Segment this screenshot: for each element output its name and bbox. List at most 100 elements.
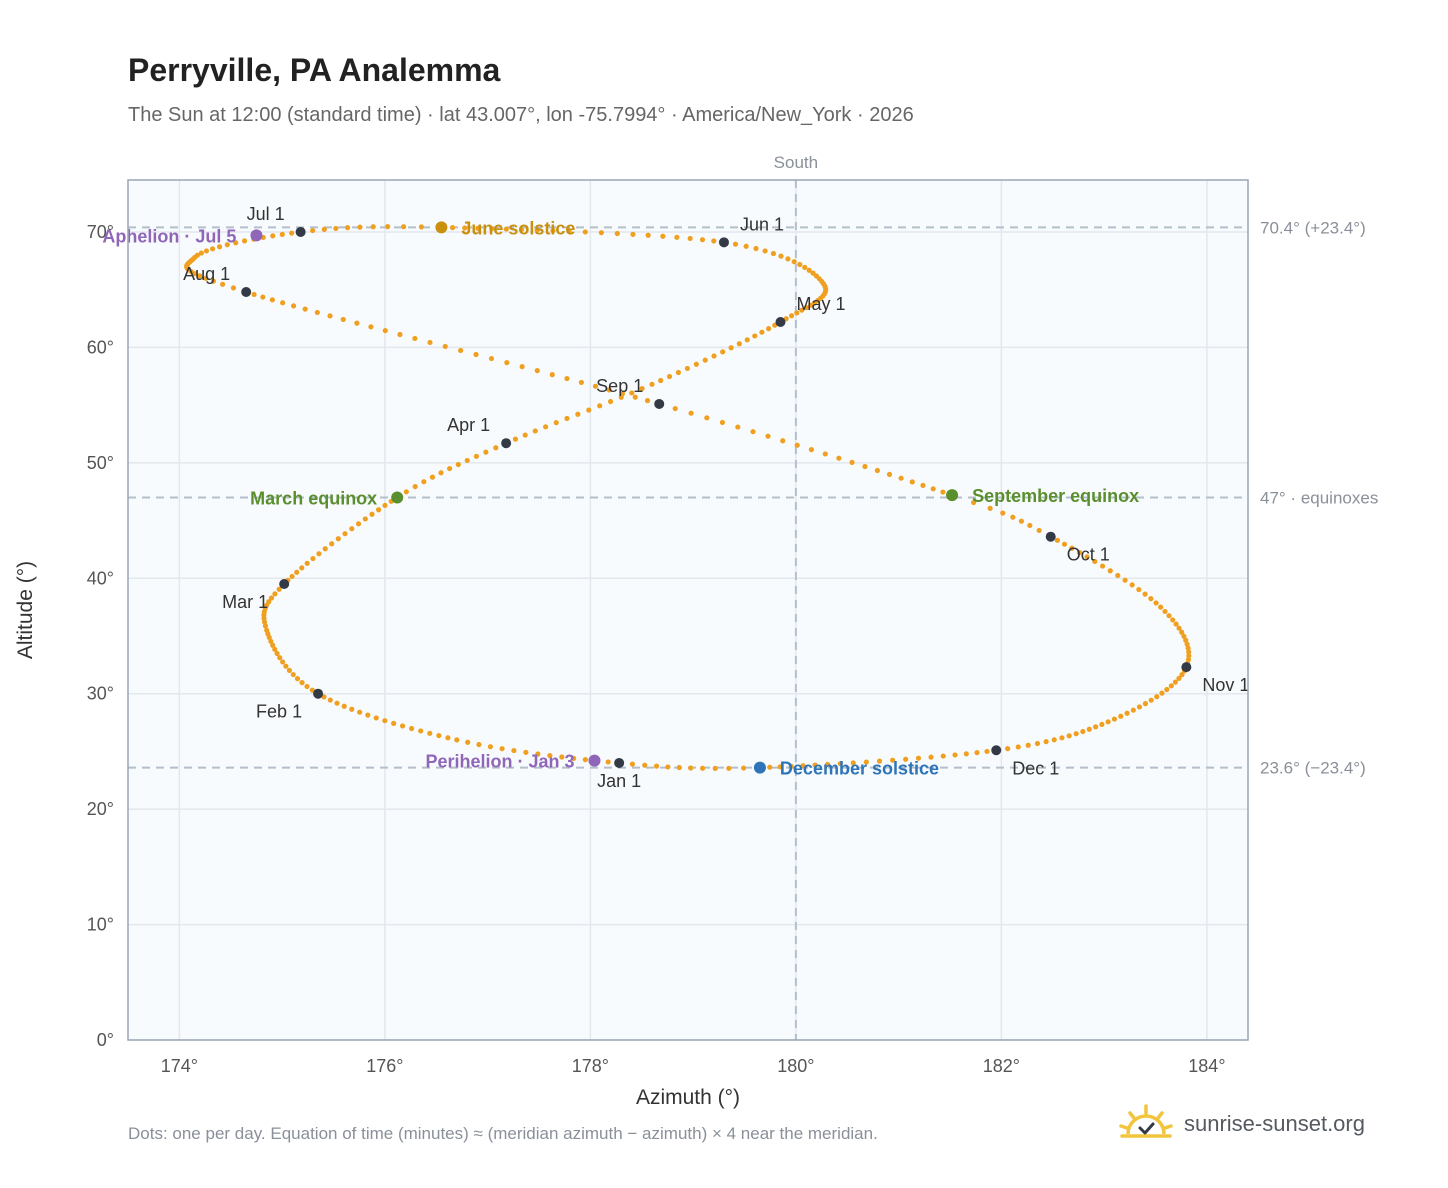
daily-sun-dot: [645, 232, 651, 238]
daily-sun-dot: [837, 761, 843, 767]
daily-sun-dot: [489, 226, 495, 232]
daily-sun-dot: [1168, 683, 1174, 689]
daily-sun-dot: [629, 761, 636, 767]
daily-sun-dot: [349, 706, 355, 712]
daily-sun-dot: [1166, 613, 1172, 619]
daily-sun-dot: [373, 715, 379, 721]
daily-sun-dot: [735, 424, 741, 430]
daily-sun-dot: [1005, 746, 1011, 752]
daily-sun-dot: [1000, 510, 1006, 516]
daily-sun-dot: [874, 467, 881, 474]
daily-sun-dot: [1034, 740, 1041, 747]
daily-sun-dot: [365, 712, 371, 718]
month-marker-label: Jun 1: [740, 214, 784, 234]
daily-sun-dot: [1148, 697, 1154, 703]
reference-lines: South 70.4° (+23.4°) 47° · equinoxes 23.6° …: [128, 153, 1378, 1040]
daily-sun-dot: [438, 470, 444, 476]
daily-sun-dot: [803, 305, 810, 311]
daily-sun-dot: [1018, 518, 1025, 524]
sun-logo-icon: [1119, 1104, 1173, 1138]
daily-sun-dot: [1179, 672, 1185, 678]
daily-sun-dot: [788, 763, 794, 769]
daily-sun-dot: [264, 627, 270, 633]
daily-sun-dot: [1148, 596, 1154, 602]
daily-sun-dot: [429, 474, 436, 480]
daily-sun-dot: [732, 241, 739, 247]
daily-sun-dot: [266, 599, 272, 605]
daily-sun-dot: [762, 248, 768, 254]
daily-sun-dot: [1025, 742, 1031, 748]
daily-sun-dot: [268, 595, 275, 601]
daily-sun-dot: [836, 455, 842, 461]
daily-sun-dot: [1099, 721, 1105, 727]
daily-sun-dot: [535, 751, 541, 757]
daily-sun-dot: [886, 471, 893, 478]
daily-sun-dot: [639, 386, 645, 392]
daily-sun-dot: [1010, 514, 1016, 520]
daily-sun-dot: [241, 238, 248, 244]
x-tick-label: 176°: [366, 1056, 403, 1076]
daily-sun-dot: [566, 228, 572, 234]
daily-sun-dot: [909, 479, 915, 485]
daily-sun-dot: [299, 680, 305, 686]
daily-sun-dot: [658, 377, 664, 384]
daily-sun-dot: [780, 438, 786, 444]
daily-sun-dot: [1084, 554, 1090, 560]
brand-logo[interactable]: sunrise-sunset.org: [1118, 1100, 1365, 1148]
daily-sun-dot: [1172, 679, 1178, 685]
daily-sun-dot: [473, 351, 479, 358]
daily-sun-dot: [791, 259, 797, 265]
daily-sun-dot: [1186, 653, 1192, 659]
daily-sun-dot: [442, 343, 448, 350]
daily-sun-dot: [476, 741, 482, 748]
daily-sun-dot: [523, 749, 529, 755]
daily-sun-dot: [224, 242, 230, 248]
daily-sun-dot: [499, 746, 505, 752]
month-markers: Jan 1 Feb 1 Mar 1 Apr 1 May 1 Jun 1 Jul 1 Aug 1…: [183, 204, 1249, 791]
chart-subtitle: The Sun at 12:00 (standard time) · lat 4…: [128, 104, 914, 126]
event-marker-dot: [250, 229, 263, 242]
daily-sun-dot: [333, 225, 339, 232]
daily-sun-dot: [952, 752, 958, 758]
daily-sun-dot: [1061, 541, 1068, 547]
daily-sun-dot: [920, 482, 926, 488]
daily-sun-dot: [778, 253, 784, 259]
daily-sun-dot: [391, 720, 397, 726]
daily-sun-dot: [550, 228, 556, 234]
month-marker-label: Aug 1: [183, 264, 230, 284]
daily-sun-dot: [294, 569, 300, 575]
daily-sun-dot: [1122, 577, 1128, 583]
daily-sun-dot: [370, 224, 376, 230]
daily-sun-dot: [930, 486, 936, 492]
x-axis-label: Azimuth (°): [636, 1086, 740, 1109]
daily-sun-dot: [1179, 629, 1185, 635]
month-marker-label: Jul 1: [247, 204, 285, 224]
daily-sun-dot: [711, 238, 717, 244]
daily-sun-dot: [329, 541, 335, 547]
daily-sun-dot: [674, 234, 680, 240]
y-tick-label: 70°: [87, 222, 114, 242]
daily-sun-dot: [575, 411, 581, 417]
daily-sun-dot: [289, 573, 295, 580]
axes: 174° 176° 178° 180° 182° 184° 0° 10° 20° 30° 40° 50…: [87, 222, 1226, 1076]
month-marker-dot: [1045, 531, 1056, 542]
month-marker-dot: [991, 745, 1002, 756]
daily-sun-dot: [766, 326, 772, 332]
daily-sun-dot: [233, 240, 239, 246]
daily-sun-dot: [409, 725, 415, 732]
month-marker-dot: [1181, 662, 1192, 673]
daily-sun-dot: [454, 737, 460, 743]
daily-sun-dot: [693, 361, 699, 367]
daily-sun-dot: [294, 676, 301, 682]
daily-sun-dot: [752, 333, 758, 339]
daily-sun-dot: [1015, 744, 1021, 750]
daily-sun-dot: [810, 270, 816, 276]
daily-sun-dot: [630, 231, 636, 237]
daily-sun-dot: [598, 230, 604, 236]
daily-sun-dot: [1181, 633, 1187, 639]
y-tick-label: 40°: [87, 568, 114, 588]
daily-sun-dot: [606, 387, 612, 393]
daily-sun-dot: [666, 373, 673, 380]
daily-sun-dot: [1176, 675, 1182, 681]
daily-sun-dot: [1136, 586, 1142, 593]
